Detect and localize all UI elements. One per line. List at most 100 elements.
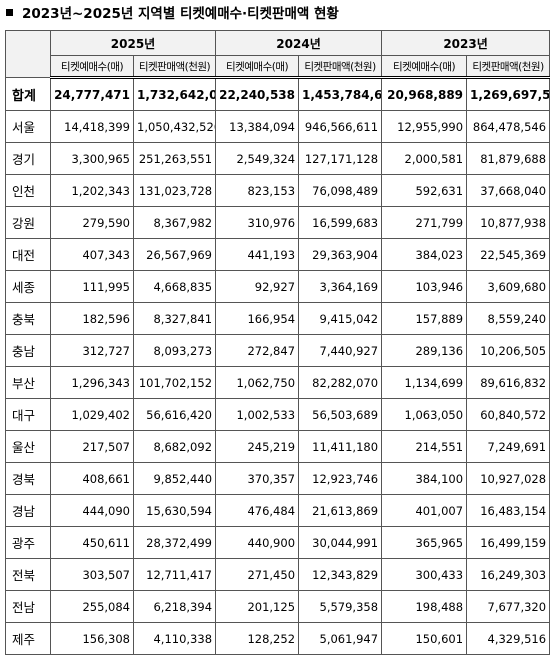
value-cell: 9,852,440	[132, 462, 217, 495]
region-row: 광주 450,611 28,372,499 440,900 30,044,991 365,…	[5, 526, 551, 559]
region-row: 경북 408,661 9,852,440 370,357 12,923,746 384,1…	[5, 462, 551, 495]
value-cell: 11,411,180	[298, 430, 383, 463]
value-cell: 312,727	[50, 334, 134, 367]
value-cell: 150,601	[381, 622, 468, 655]
value-cell: 16,483,154	[466, 494, 551, 527]
title-bar: 2023년~2025년 지역별 티켓예매수·티켓판매액 현황	[6, 2, 339, 22]
data-table: 2025년 2024년 2023년 티켓예매수(매) 티켓판매액(천원) 티켓예매수(매…	[5, 30, 551, 655]
region-name: 광주	[5, 526, 51, 559]
region-row: 전남 255,084 6,218,394 201,125 5,579,358 198,48…	[5, 590, 551, 623]
year-header: 2024년	[215, 30, 383, 56]
value-cell: 12,923,746	[298, 462, 383, 495]
value-cell: 24,777,471	[50, 77, 134, 111]
region-name: 충북	[5, 302, 51, 335]
value-cell: 407,343	[50, 238, 134, 271]
value-cell: 92,927	[215, 270, 300, 303]
region-row: 제주 156,308 4,110,338 128,252 5,061,947 150,60…	[5, 622, 551, 655]
value-cell: 37,668,040	[466, 174, 551, 207]
value-cell: 4,329,516	[466, 622, 551, 655]
value-cell: 1,269,697,582	[466, 77, 551, 111]
region-row: 울산 217,507 8,682,092 245,219 11,411,180 214,5…	[5, 430, 551, 463]
column-header: 티켓예매수(매)	[50, 55, 134, 79]
region-name: 세종	[5, 270, 51, 303]
value-cell: 1,029,402	[50, 398, 134, 431]
value-cell: 56,503,689	[298, 398, 383, 431]
value-cell: 26,567,969	[132, 238, 217, 271]
value-cell: 289,136	[381, 334, 468, 367]
value-cell: 16,249,303	[466, 558, 551, 591]
region-row: 경남 444,090 15,630,594 476,484 21,613,869 401,…	[5, 494, 551, 527]
region-name: 전남	[5, 590, 51, 623]
value-cell: 1,732,642,046	[132, 77, 217, 111]
value-cell: 1,050,432,520	[132, 110, 217, 143]
value-cell: 10,206,505	[466, 334, 551, 367]
value-cell: 8,682,092	[132, 430, 217, 463]
value-cell: 29,363,904	[298, 238, 383, 271]
value-cell: 8,093,273	[132, 334, 217, 367]
region-row: 대구 1,029,402 56,616,420 1,002,533 56,503,689…	[5, 398, 551, 431]
value-cell: 4,110,338	[132, 622, 217, 655]
value-cell: 10,927,028	[466, 462, 551, 495]
region-name: 부산	[5, 366, 51, 399]
region-name: 강원	[5, 206, 51, 239]
column-header: 티켓판매액(천원)	[132, 55, 217, 79]
value-cell: 1,296,343	[50, 366, 134, 399]
value-cell: 1,062,750	[215, 366, 300, 399]
value-cell: 8,367,982	[132, 206, 217, 239]
value-cell: 12,711,417	[132, 558, 217, 591]
title: 2023년~2025년 지역별 티켓예매수·티켓판매액 현황	[22, 6, 339, 22]
region-name: 울산	[5, 430, 51, 463]
value-cell: 2,000,581	[381, 142, 468, 175]
value-cell: 16,599,683	[298, 206, 383, 239]
value-cell: 14,418,399	[50, 110, 134, 143]
value-cell: 300,433	[381, 558, 468, 591]
value-cell: 12,343,829	[298, 558, 383, 591]
region-name: 제주	[5, 622, 51, 655]
value-cell: 1,453,784,632	[298, 77, 383, 111]
value-cell: 111,995	[50, 270, 134, 303]
value-cell: 271,799	[381, 206, 468, 239]
value-cell: 441,193	[215, 238, 300, 271]
value-cell: 103,946	[381, 270, 468, 303]
value-cell: 365,965	[381, 526, 468, 559]
value-cell: 7,677,320	[466, 590, 551, 623]
value-cell: 201,125	[215, 590, 300, 623]
value-cell: 128,252	[215, 622, 300, 655]
value-cell: 156,308	[50, 622, 134, 655]
value-cell: 1,202,343	[50, 174, 134, 207]
value-cell: 217,507	[50, 430, 134, 463]
value-cell: 89,616,832	[466, 366, 551, 399]
value-cell: 15,630,594	[132, 494, 217, 527]
value-cell: 131,023,728	[132, 174, 217, 207]
column-header: 티켓예매수(매)	[381, 55, 468, 79]
sub-header-row: 티켓예매수(매) 티켓판매액(천원) 티켓예매수(매) 티켓판매액(천원) 티켓예매수(…	[6, 55, 551, 79]
region-name: 전북	[5, 558, 51, 591]
value-cell: 12,955,990	[381, 110, 468, 143]
value-cell: 440,900	[215, 526, 300, 559]
total-row: 합계24,777,4711,732,642,04622,240,5381,453…	[5, 77, 551, 111]
value-cell: 5,579,358	[298, 590, 383, 623]
value-cell: 7,440,927	[298, 334, 383, 367]
value-cell: 823,153	[215, 174, 300, 207]
region-row: 강원 279,590 8,367,982 310,976 16,599,683 271,7…	[5, 206, 551, 239]
value-cell: 76,098,489	[298, 174, 383, 207]
value-cell: 1,063,050	[381, 398, 468, 431]
region-name: 대구	[5, 398, 51, 431]
corner-cell	[5, 30, 51, 78]
value-cell: 271,450	[215, 558, 300, 591]
region-name: 대전	[5, 238, 51, 271]
region-name: 경기	[5, 142, 51, 175]
region-row: 서울 14,418,399 1,050,432,520 13,384,094 946,5…	[5, 110, 551, 143]
value-cell: 8,327,841	[132, 302, 217, 335]
value-cell: 272,847	[215, 334, 300, 367]
value-cell: 8,559,240	[466, 302, 551, 335]
value-cell: 157,889	[381, 302, 468, 335]
value-cell: 408,661	[50, 462, 134, 495]
value-cell: 182,596	[50, 302, 134, 335]
value-cell: 28,372,499	[132, 526, 217, 559]
column-header: 티켓판매액(천원)	[298, 55, 383, 79]
region-name: 인천	[5, 174, 51, 207]
value-cell: 214,551	[381, 430, 468, 463]
value-cell: 60,840,572	[466, 398, 551, 431]
value-cell: 3,364,169	[298, 270, 383, 303]
